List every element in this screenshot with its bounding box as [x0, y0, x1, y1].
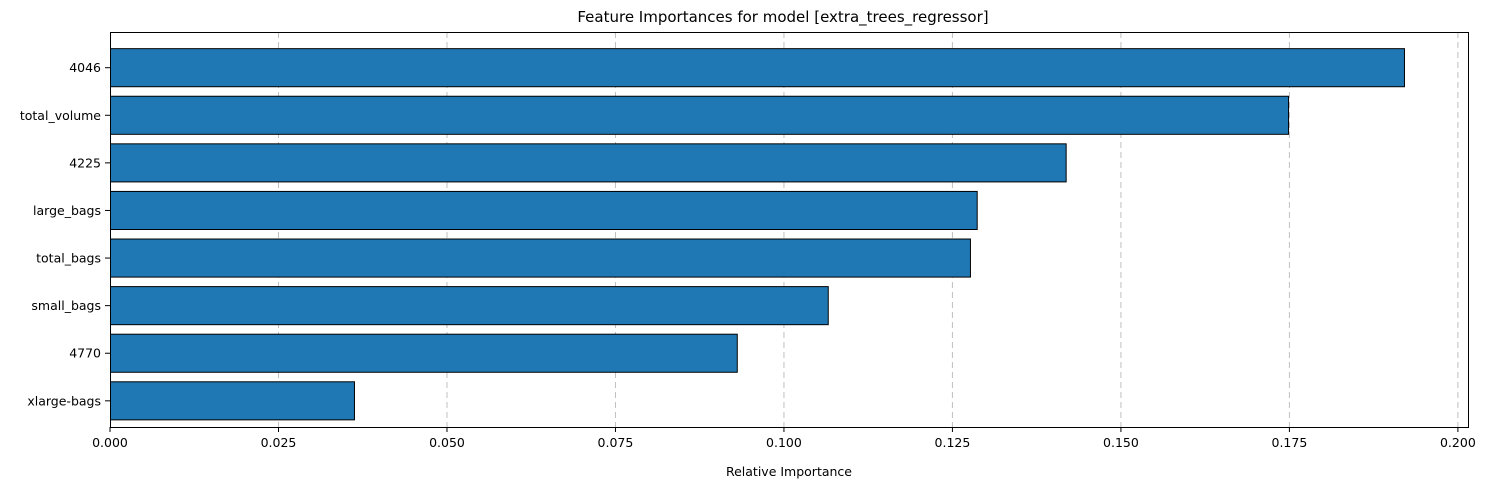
y-tick-label: 4046 [69, 60, 101, 75]
bar-4225 [110, 143, 1067, 183]
x-axis: 0.000 0.025 0.050 0.075 0.100 0.125 0.150 0.175… [92, 427, 1476, 450]
x-tick-label: 0.125 [935, 435, 971, 450]
bar-large_bags [110, 190, 978, 230]
x-tick-label: 0.050 [429, 435, 465, 450]
bar-4046 [110, 48, 1405, 88]
x-tick-label: 0.000 [92, 435, 128, 450]
y-axis: 4046 total_volume 4225 large_bags total_bags… [20, 60, 110, 408]
y-tick-label: 4225 [69, 155, 101, 170]
plot-frame [110, 32, 1469, 428]
x-tick-label: 0.100 [766, 435, 802, 450]
y-tick-label: total_volume [20, 108, 101, 123]
bar-total_bags [110, 238, 971, 278]
y-tick-label: xlarge-bags [27, 393, 101, 408]
y-tick-label: large_bags [33, 203, 101, 218]
x-tick-label: 0.175 [1272, 435, 1308, 450]
y-tick-label: small_bags [31, 298, 101, 313]
x-tick-label: 0.200 [1440, 435, 1476, 450]
bar-small_bags [110, 286, 829, 326]
chart-title: Feature Importances for model [extra_tre… [577, 8, 988, 27]
x-tick-label: 0.075 [598, 435, 634, 450]
y-tick-label: total_bags [36, 251, 101, 266]
x-tick-label: 0.150 [1103, 435, 1139, 450]
bar-4770 [110, 333, 738, 373]
x-tick-label: 0.025 [261, 435, 297, 450]
bars [110, 48, 1405, 421]
x-axis-label: Relative Importance [726, 464, 852, 479]
bar-total_volume [110, 95, 1290, 135]
y-tick-label: 4770 [69, 346, 101, 361]
bar-xlarge-bags [110, 381, 355, 421]
